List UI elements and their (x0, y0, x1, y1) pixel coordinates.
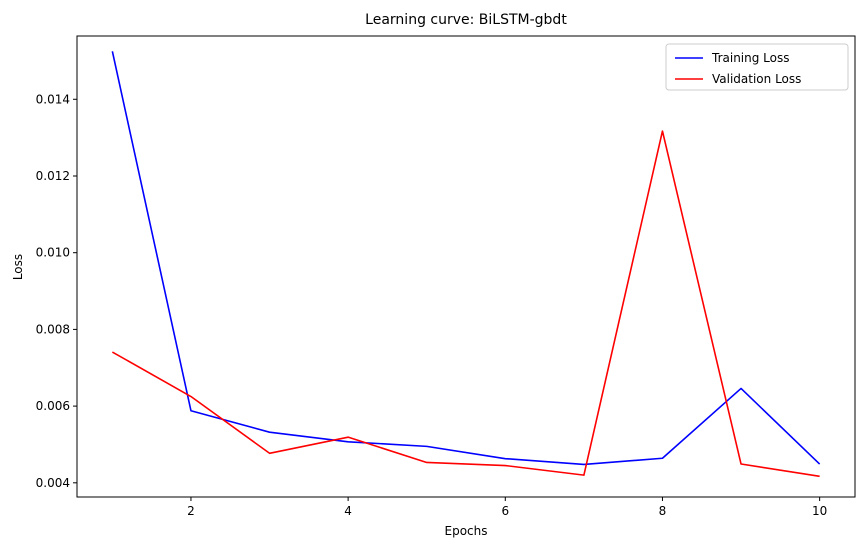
y-axis-ticks: 0.004 0.006 0.008 0.010 0.012 0.014 (36, 92, 77, 490)
y-tick-label: 0.008 (36, 322, 70, 336)
y-tick-label: 0.010 (36, 246, 70, 260)
x-tick-label: 8 (659, 504, 667, 518)
legend-box (665, 43, 849, 91)
y-tick-label: 0.014 (36, 92, 70, 106)
x-tick-label: 4 (344, 504, 352, 518)
series-line-validation-loss (111, 130, 820, 478)
plot-area (76, 35, 856, 498)
y-tick-label: 0.004 (36, 476, 70, 490)
x-tick-label: 6 (501, 504, 509, 518)
chart-title: Learning curve: BiLSTM-gbdt (365, 12, 567, 28)
legend-label: Validation Loss (712, 72, 801, 86)
series-line-training-loss (111, 51, 821, 466)
y-axis-label: Loss (11, 254, 25, 280)
series-lines (111, 51, 821, 478)
legend: Training Loss Validation Loss (665, 43, 849, 91)
legend-label: Training Loss (711, 51, 789, 65)
plot-frame (76, 35, 856, 498)
x-axis-label: Epochs (445, 524, 488, 538)
y-tick-label: 0.006 (36, 399, 70, 413)
x-tick-label: 2 (187, 504, 195, 518)
x-tick-label: 10 (812, 504, 827, 518)
x-axis-ticks: 2 4 6 8 10 (187, 497, 827, 518)
y-tick-label: 0.012 (36, 169, 70, 183)
